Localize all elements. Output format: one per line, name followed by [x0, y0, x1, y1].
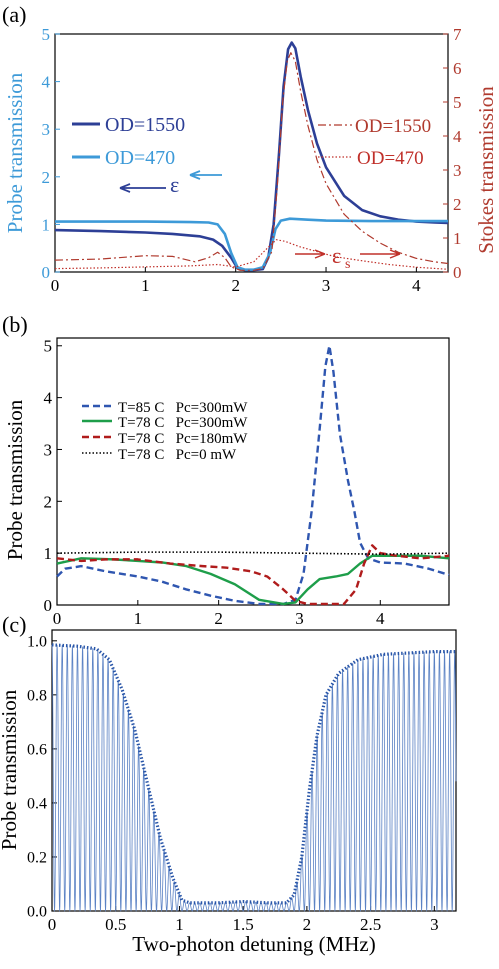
panel-a-right-y-tick-label: 2 — [453, 195, 462, 214]
probe-epsilon-symbol: ε — [170, 172, 179, 197]
panel-a-left-y-tick-label: 4 — [42, 73, 51, 92]
stokes-epsilon-symbol: ε — [332, 243, 341, 268]
legend-a-right-1-label: OD=1550 — [355, 116, 431, 137]
panel-c-x-tick-label: 1.5 — [233, 915, 254, 934]
panel-a-x-ticks: 0 1 2 3 4 — [51, 267, 421, 295]
panel-c-oscillating-trace — [51, 644, 457, 912]
panel-c-y-tick-label: 0.6 — [27, 741, 47, 758]
legend-b-1-label: T=85 C Pc=300mW — [118, 400, 248, 416]
legend-b-3-label: T=78 C Pc=180mW — [118, 431, 248, 447]
panel-a-left-ylabel: Probe transmission — [3, 72, 27, 233]
panel-a-x-tick-label: 0 — [51, 276, 60, 295]
panel-a-x-tick-label: 2 — [231, 276, 240, 295]
legend-a-left-1-label: OD=1550 — [105, 114, 185, 136]
panel-c-x-tick-label: 2 — [303, 915, 312, 934]
panel-c-x-tick-label: 2.5 — [360, 915, 381, 934]
panel-b-y-tick-label: 3 — [44, 440, 53, 459]
panel-a-left-y-ticks: 0 1 2 3 4 5 — [42, 25, 60, 282]
panel-c-series — [51, 643, 457, 912]
panel-b-series-line-4 — [56, 551, 450, 555]
panel-b-plot-frame — [56, 337, 450, 606]
panel-a-right-ylabel: Stokes transmission — [474, 86, 498, 254]
panel-a-x-tick-label: 4 — [412, 276, 421, 295]
panel-c-x-tick-label: 1 — [175, 915, 184, 934]
probe-arrow-left-icon — [119, 183, 166, 193]
panel-b-ylabel: Probe transmission — [3, 399, 27, 560]
panel-b-y-ticks: 0 1 2 3 4 5 — [44, 337, 62, 615]
panel-a-right-y-tick-label: 5 — [453, 93, 462, 112]
probe-arrow-left-icon-2 — [189, 170, 222, 180]
panel-c-y-tick-label: 0.0 — [27, 904, 47, 921]
probe-arrow-annotation: ε — [119, 170, 222, 197]
panel-c-y-tick-label: 0.4 — [27, 796, 47, 813]
panel-a-series-line-2 — [55, 217, 448, 271]
panel-c-x-ticks: 0 0.5 1 1.5 2 2.5 3 — [48, 906, 439, 934]
panel-b-x-tick-label: 4 — [376, 609, 385, 628]
panel-a-x-tick-label: 1 — [141, 276, 150, 295]
panel-a-left-y-tick-label: 1 — [42, 215, 51, 234]
panel-c-label: (c) — [2, 612, 26, 637]
legend-b-2-label: T=78 C Pc=300mW — [118, 415, 248, 431]
panel-a-right-y-tick-label: 1 — [453, 229, 462, 248]
panel-a-right-y-ticks: 0 1 2 3 4 5 6 7 — [443, 25, 462, 282]
panel-b: (b) Probe transmission 0 1 2 3 4 0 1 2 3 4 5 T=85… — [2, 312, 450, 628]
panel-a-left-y-tick-label: 5 — [42, 25, 51, 44]
stokes-arrow-annotation: ε s — [295, 243, 401, 272]
panel-c-y-ticks: 0.0 0.2 0.4 0.6 0.8 1.0 — [27, 633, 57, 921]
panel-a-right-y-tick-label: 0 — [453, 263, 462, 282]
legend-a-right-2-label: OD=470 — [357, 148, 424, 169]
panel-b-y-tick-label: 2 — [44, 492, 53, 511]
panel-c-xlabel: Two-photon detuning (MHz) — [132, 932, 376, 956]
panel-a-series — [54, 41, 449, 272]
panel-a-series-line-4 — [54, 239, 449, 270]
panel-c-x-tick-label: 3 — [430, 915, 439, 934]
legend-a-left-2-label: OD=470 — [105, 147, 175, 169]
panel-b-series — [56, 344, 450, 606]
panel-b-y-tick-label: 1 — [44, 544, 53, 563]
panel-a-label: (a) — [2, 2, 26, 27]
panel-c-y-tick-label: 0.8 — [27, 687, 47, 704]
panel-c-x-tick-label: 0.5 — [105, 915, 126, 934]
panel-a-right-y-tick-label: 4 — [453, 127, 462, 146]
panel-b-y-tick-label: 0 — [44, 596, 53, 615]
panel-c-envelope-line — [51, 643, 456, 905]
panel-a-left-y-tick-label: 2 — [42, 168, 51, 187]
panel-b-x-tick-label: 2 — [214, 609, 223, 628]
stokes-arrow-right-icon-2 — [360, 249, 401, 259]
panel-a-right-y-tick-label: 7 — [453, 25, 462, 44]
panel-a: (a) Probe transmission Stokes transmissi… — [2, 2, 498, 295]
panel-b-y-tick-label: 5 — [44, 337, 53, 356]
panel-b-label: (b) — [2, 312, 28, 337]
panel-c-ylabel: Probe transmission — [0, 689, 21, 850]
panel-c: (c) Probe transmission Two-photon detuni… — [0, 612, 457, 956]
panel-a-right-y-tick-label: 3 — [453, 161, 462, 180]
panel-a-left-y-tick-label: 3 — [42, 120, 51, 139]
stokes-arrow-right-icon — [295, 249, 326, 259]
stokes-epsilon-subscript: s — [345, 257, 350, 272]
panel-a-series-line-3 — [54, 52, 449, 271]
legend-b-4-label: T=78 C Pc=0 mW — [118, 447, 237, 463]
panel-b-x-tick-label: 0 — [53, 609, 62, 628]
panel-b-series-line-2 — [56, 554, 450, 606]
panel-a-plot-frame — [54, 33, 449, 273]
panel-b-x-tick-label: 1 — [134, 609, 143, 628]
panel-a-left-y-tick-label: 0 — [42, 263, 51, 282]
panel-a-right-y-tick-label: 6 — [453, 59, 462, 78]
panel-c-x-tick-label: 0 — [48, 915, 57, 934]
panel-b-series-line-1 — [56, 344, 450, 606]
panel-a-x-tick-label: 3 — [322, 276, 331, 295]
panel-c-y-tick-label: 1.0 — [27, 633, 47, 650]
panel-b-series-line-3 — [56, 544, 450, 606]
panel-b-x-tick-label: 3 — [295, 609, 304, 628]
panel-b-y-tick-label: 4 — [44, 389, 53, 408]
panel-c-y-tick-label: 0.2 — [27, 850, 47, 867]
